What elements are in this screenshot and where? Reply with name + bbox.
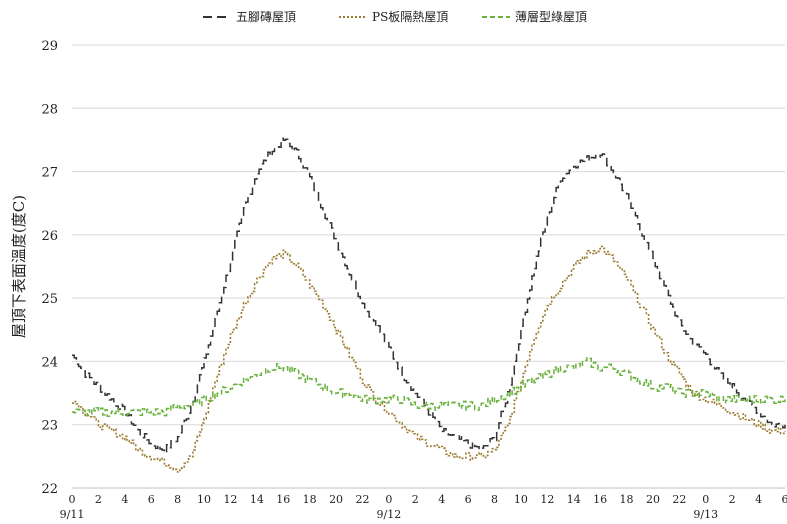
x-tick-label: 0 [385,493,392,506]
y-tick-label: 23 [41,419,58,434]
x-date-label: 9/11 [60,508,85,521]
x-tick-label: 4 [755,493,762,506]
legend-label: 五腳磚屋頂 [236,10,296,24]
x-tick-label: 6 [465,493,472,506]
x-tick-label: 20 [329,493,343,506]
x-tick-label: 6 [782,493,787,506]
x-tick-label: 16 [276,493,290,506]
x-tick-label: 22 [672,493,686,506]
x-tick-label: 18 [620,493,634,506]
x-tick-label: 0 [702,493,709,506]
y-tick-label: 29 [41,39,58,54]
legend-label: PS板隔熱屋頂 [372,10,448,24]
x-date-label: 9/13 [693,508,718,521]
x-axis: 0 2 4 6 8 10 12 14 16 18 20 22 0 2 4 6 8 10 12 14 16 18 20 22 0 2… [60,487,787,521]
x-tick-label: 14 [250,493,264,506]
x-tick-label: 14 [567,493,581,506]
y-axis-title: 屋頂下表面溫度(度C) [10,195,28,338]
series-line [72,245,786,473]
y-tick-label: 22 [41,482,58,497]
x-date-label: 9/12 [377,508,402,521]
y-tick-label: 27 [41,166,58,181]
y-tick-label: 28 [41,102,58,117]
x-tick-label: 8 [491,493,498,506]
x-tick-label: 0 [69,493,76,506]
series-layer [72,137,786,473]
x-tick-label: 2 [95,493,102,506]
x-tick-label: 20 [646,493,660,506]
x-tick-label: 8 [174,493,181,506]
y-axis-ticks: 22 23 24 25 26 27 28 29 [41,39,58,497]
x-tick-label: 22 [355,493,369,506]
x-tick-label: 18 [303,493,317,506]
series-line [72,137,786,454]
x-tick-label: 12 [223,493,237,506]
x-tick-label: 2 [729,493,736,506]
x-tick-label: 6 [148,493,155,506]
series-line [72,356,786,418]
x-tick-label: 10 [514,493,528,506]
x-tick-label: 2 [412,493,419,506]
legend: 五腳磚屋頂 PS板隔熱屋頂 薄層型綠屋頂 [203,9,587,24]
y-tick-label: 25 [41,292,58,307]
y-tick-label: 24 [41,355,58,370]
x-tick-label: 16 [593,493,607,506]
y-tick-label: 26 [41,229,58,244]
x-tick-label: 10 [197,493,211,506]
x-tick-label: 4 [121,493,128,506]
x-tick-label: 12 [540,493,554,506]
grid-lines [72,44,785,489]
x-tick-label: 4 [438,493,445,506]
legend-label: 薄層型綠屋頂 [515,9,587,24]
